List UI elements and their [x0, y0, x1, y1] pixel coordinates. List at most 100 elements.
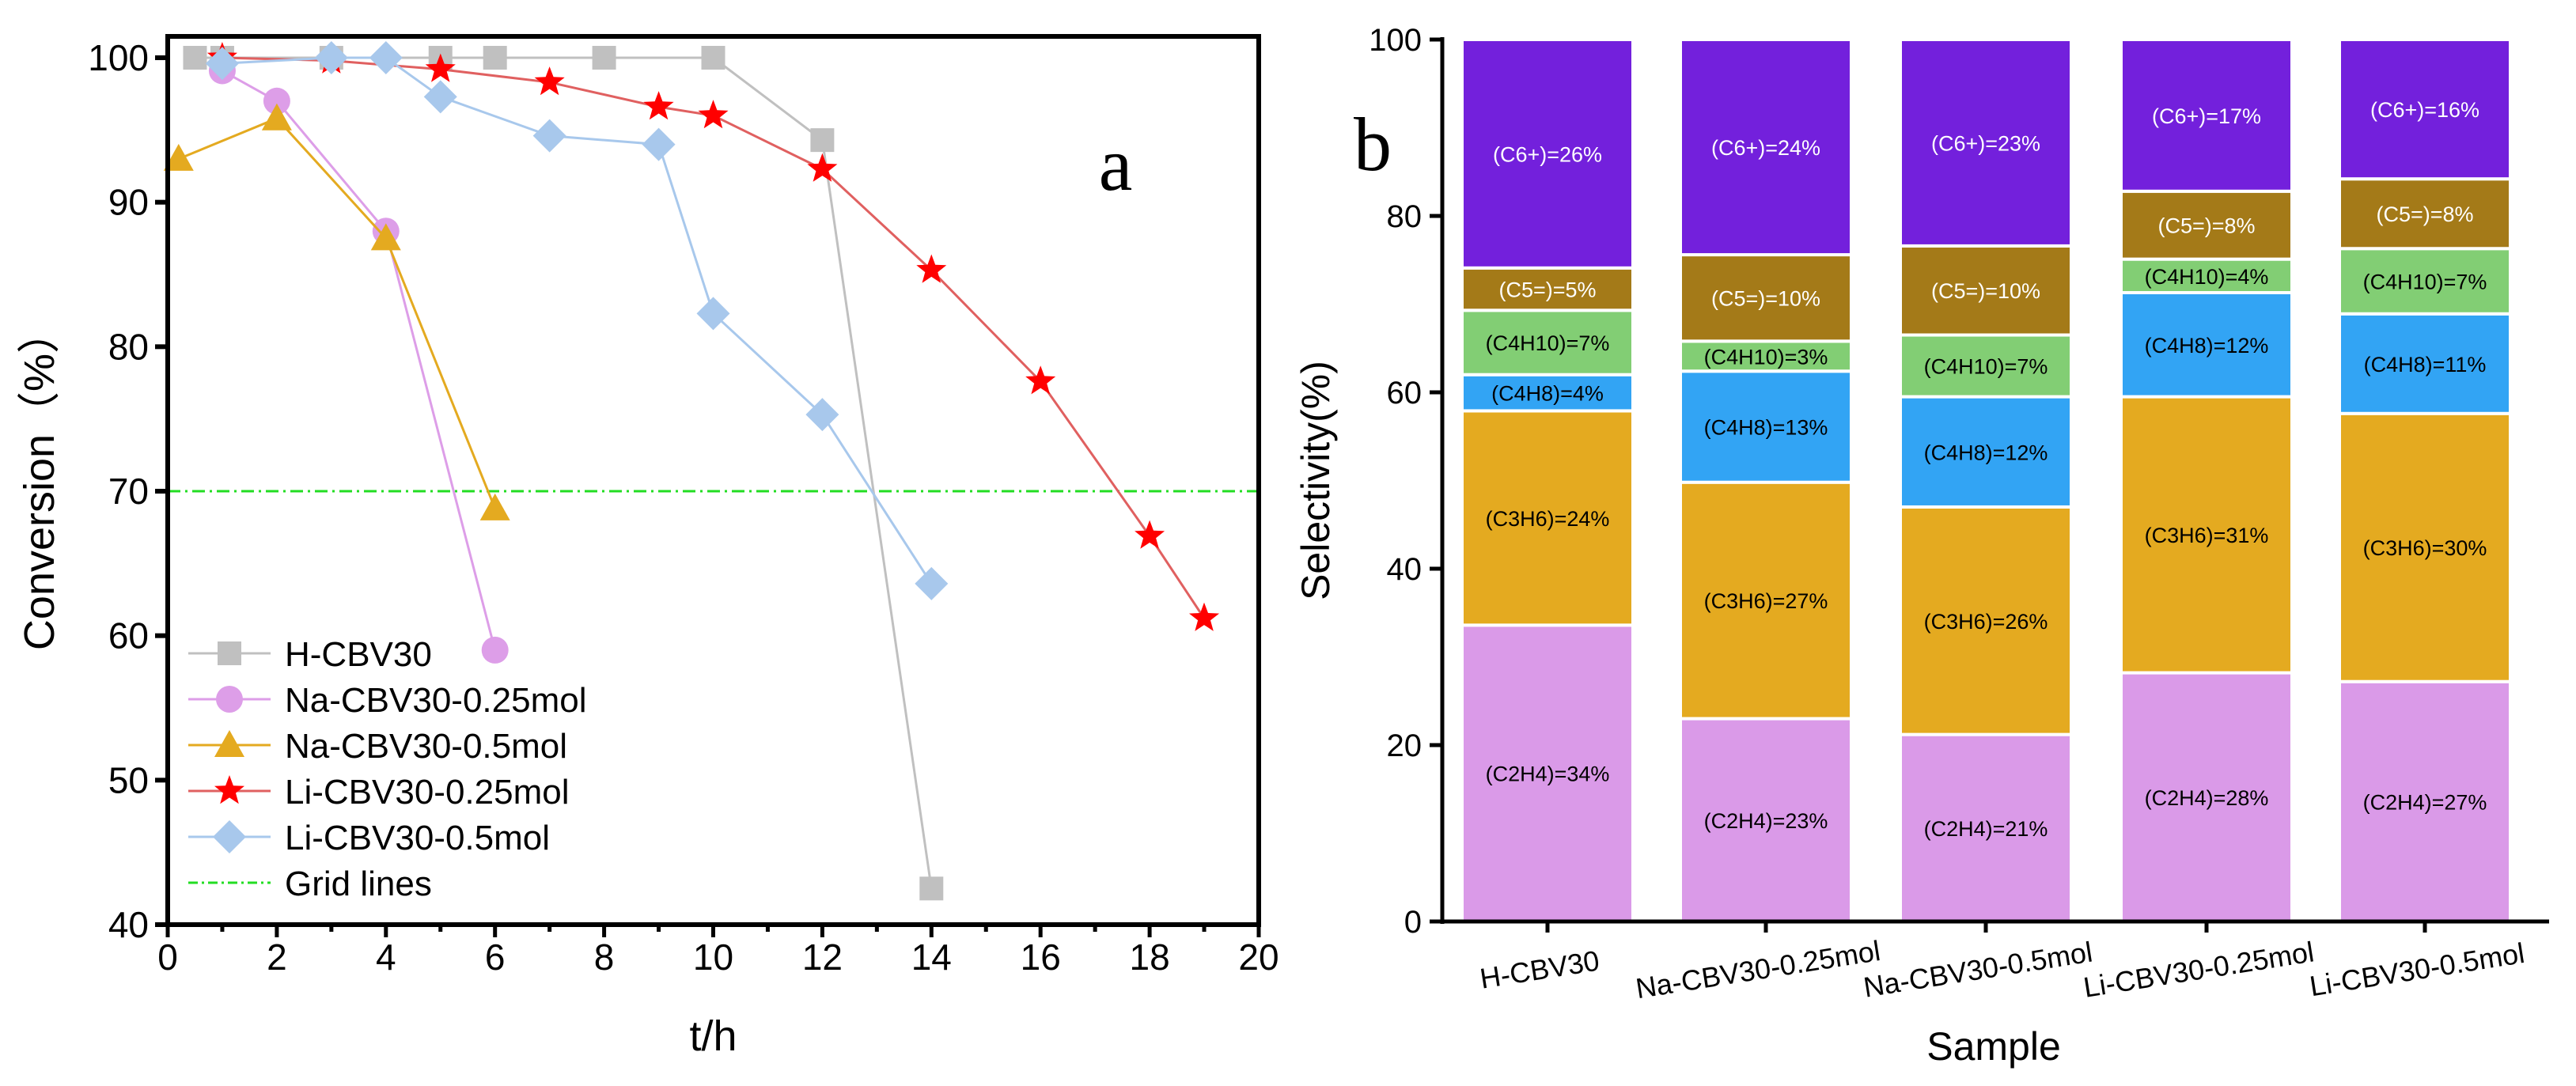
data-label: (C4H10)=4%: [2145, 265, 2269, 289]
data-label: (C2H4)=28%: [2145, 786, 2269, 810]
legend-marker: [216, 686, 243, 713]
series-Li-CBV30-0.25mol: [206, 42, 1220, 631]
legend-marker: [218, 641, 241, 665]
data-label: (C6+)=23%: [1931, 131, 2040, 155]
data-point: [483, 46, 507, 70]
bar-segment-C4H8: [1460, 373, 1635, 413]
y-tick-label: 100: [1369, 23, 1422, 58]
legend: H-CBV30 Na-CBV30-0.25mol Na-CBV30-0.5mol Li…: [188, 635, 587, 903]
data-label: (C4H8)=11%: [2364, 353, 2487, 377]
legend-item: Na-CBV30-0.25mol: [188, 681, 587, 720]
bar-segment-C3H6: [2120, 395, 2294, 675]
bar-stack-Li-CBV30-0.25mol: (C2H4)=28% (C3H6)=31% (C4H8)=12% (C4H10)=4%…: [2120, 38, 2294, 923]
data-label: (C6+)=17%: [2152, 104, 2261, 128]
data-label: (C3H6)=31%: [2145, 524, 2269, 547]
x-tick-label: 18: [1130, 937, 1170, 978]
data-label: (C2H4)=34%: [1486, 762, 1610, 786]
x-tick-label: 6: [485, 937, 506, 978]
data-label: (C5=)=8%: [2157, 214, 2255, 238]
data-label: (C5=)=8%: [2376, 202, 2473, 226]
x-tick-label: 12: [802, 937, 843, 978]
y-tick-label: 40: [1387, 552, 1422, 587]
bar-segment-C3H6: [1679, 480, 1853, 721]
data-point: [807, 153, 838, 182]
data-label: (C2H4)=21%: [1924, 817, 2048, 841]
data-point: [805, 398, 839, 432]
legend-item: Li-CBV30-0.25mol: [188, 773, 570, 812]
data-label: (C5=)=10%: [1931, 279, 2040, 303]
data-point: [810, 128, 835, 153]
legend-item: Grid lines: [188, 865, 432, 903]
legend-item: H-CBV30: [188, 635, 432, 674]
data-label: (C4H8)=12%: [1924, 441, 2048, 464]
data-label: (C2H4)=27%: [2363, 790, 2487, 814]
x-tick-label: Li-CBV30-0.5mol: [2307, 937, 2526, 1002]
data-label: (C3H6)=24%: [1486, 507, 1610, 531]
y-axis-title: Selectivity(%): [1294, 361, 1338, 600]
data-label: (C5=)=10%: [1711, 287, 1820, 311]
bar-segment-C2H4: [2338, 679, 2512, 923]
series-line: [222, 70, 497, 651]
x-tick-label: 16: [1021, 937, 1061, 978]
data-point: [919, 876, 944, 901]
data-label: (C4H8)=13%: [1704, 415, 1828, 439]
data-point: [1025, 365, 1056, 395]
data-point: [263, 87, 290, 115]
data-label: (C5=)=5%: [1498, 278, 1596, 302]
x-tick-label: Na-CBV30-0.25mol: [1634, 934, 1883, 1005]
legend-marker: [214, 730, 244, 757]
y-axis-title: Conversion（%）: [16, 311, 63, 650]
x-axis-title: Sample: [1926, 1024, 2061, 1069]
y-tick-label: 80: [108, 326, 149, 367]
bar-stack-Na-CBV30-0.5mol: (C2H4)=21% (C3H6)=26% (C4H8)=12% (C4H10)=7%…: [1899, 38, 2073, 923]
bar-segment-C2H4: [1679, 717, 1853, 923]
data-label: (C3H6)=27%: [1704, 589, 1828, 613]
y-tick-label: 70: [108, 471, 149, 512]
data-label: (C4H8)=12%: [2145, 334, 2269, 358]
data-point: [205, 47, 239, 81]
data-point: [698, 100, 729, 129]
bar-segment-C4H10: [1460, 308, 1635, 377]
bar-segment-C2H4: [2120, 671, 2294, 923]
data-point: [915, 566, 949, 600]
data-label: (C4H8)=4%: [1491, 382, 1604, 406]
data-point: [916, 254, 947, 283]
x-tick-label: 14: [911, 937, 952, 978]
bar-segment-C5=: [2120, 189, 2294, 261]
legend-item: Li-CBV30-0.5mol: [188, 819, 550, 857]
data-point: [423, 80, 457, 114]
data-point: [163, 143, 194, 171]
data-point: [261, 103, 292, 131]
y-tick-label: 90: [108, 182, 149, 223]
y-tick-label: 40: [108, 904, 149, 945]
bar-segment-C3H6: [1460, 409, 1635, 627]
series-line: [222, 56, 1206, 619]
legend-marker: [213, 820, 246, 853]
data-point: [1189, 602, 1220, 631]
data-point: [370, 223, 401, 251]
bar-segment-C5=: [1679, 253, 1853, 343]
data-point: [643, 91, 674, 120]
bar-stack-Na-CBV30-0.25mol: (C2H4)=23% (C3H6)=27% (C4H8)=13% (C4H10)=3%…: [1679, 38, 1853, 923]
panel-label: a: [1099, 122, 1133, 206]
data-label: (C3H6)=30%: [2363, 536, 2487, 560]
bar-segment-C4H8: [1679, 369, 1853, 484]
data-point: [183, 46, 207, 70]
data-label: (C6+)=26%: [1493, 142, 1602, 166]
bar-segment-C4H10: [2338, 247, 2512, 316]
series-Na-CBV30-0.5mol: [163, 103, 510, 520]
x-tick-label: 0: [157, 937, 178, 978]
data-label: (C4H10)=7%: [1486, 331, 1610, 355]
selectivity-chart: (C2H4)=34% (C3H6)=24% (C4H8)=4% (C4H10)=7% (…: [1294, 23, 2549, 1069]
bar-segment-C2H4: [1899, 732, 2073, 923]
data-point: [642, 127, 676, 161]
data-point: [534, 66, 565, 96]
legend-label: Grid lines: [285, 865, 432, 903]
data-label: (C6+)=16%: [2370, 98, 2479, 122]
data-point: [479, 493, 510, 520]
legend-label: H-CBV30: [285, 635, 432, 674]
bar-stack-H-CBV30: (C2H4)=34% (C3H6)=24% (C4H8)=4% (C4H10)=7% (…: [1460, 38, 1635, 923]
data-label: (C4H10)=7%: [1924, 355, 2048, 379]
data-point: [532, 119, 566, 153]
y-tick-label: 100: [88, 37, 149, 78]
